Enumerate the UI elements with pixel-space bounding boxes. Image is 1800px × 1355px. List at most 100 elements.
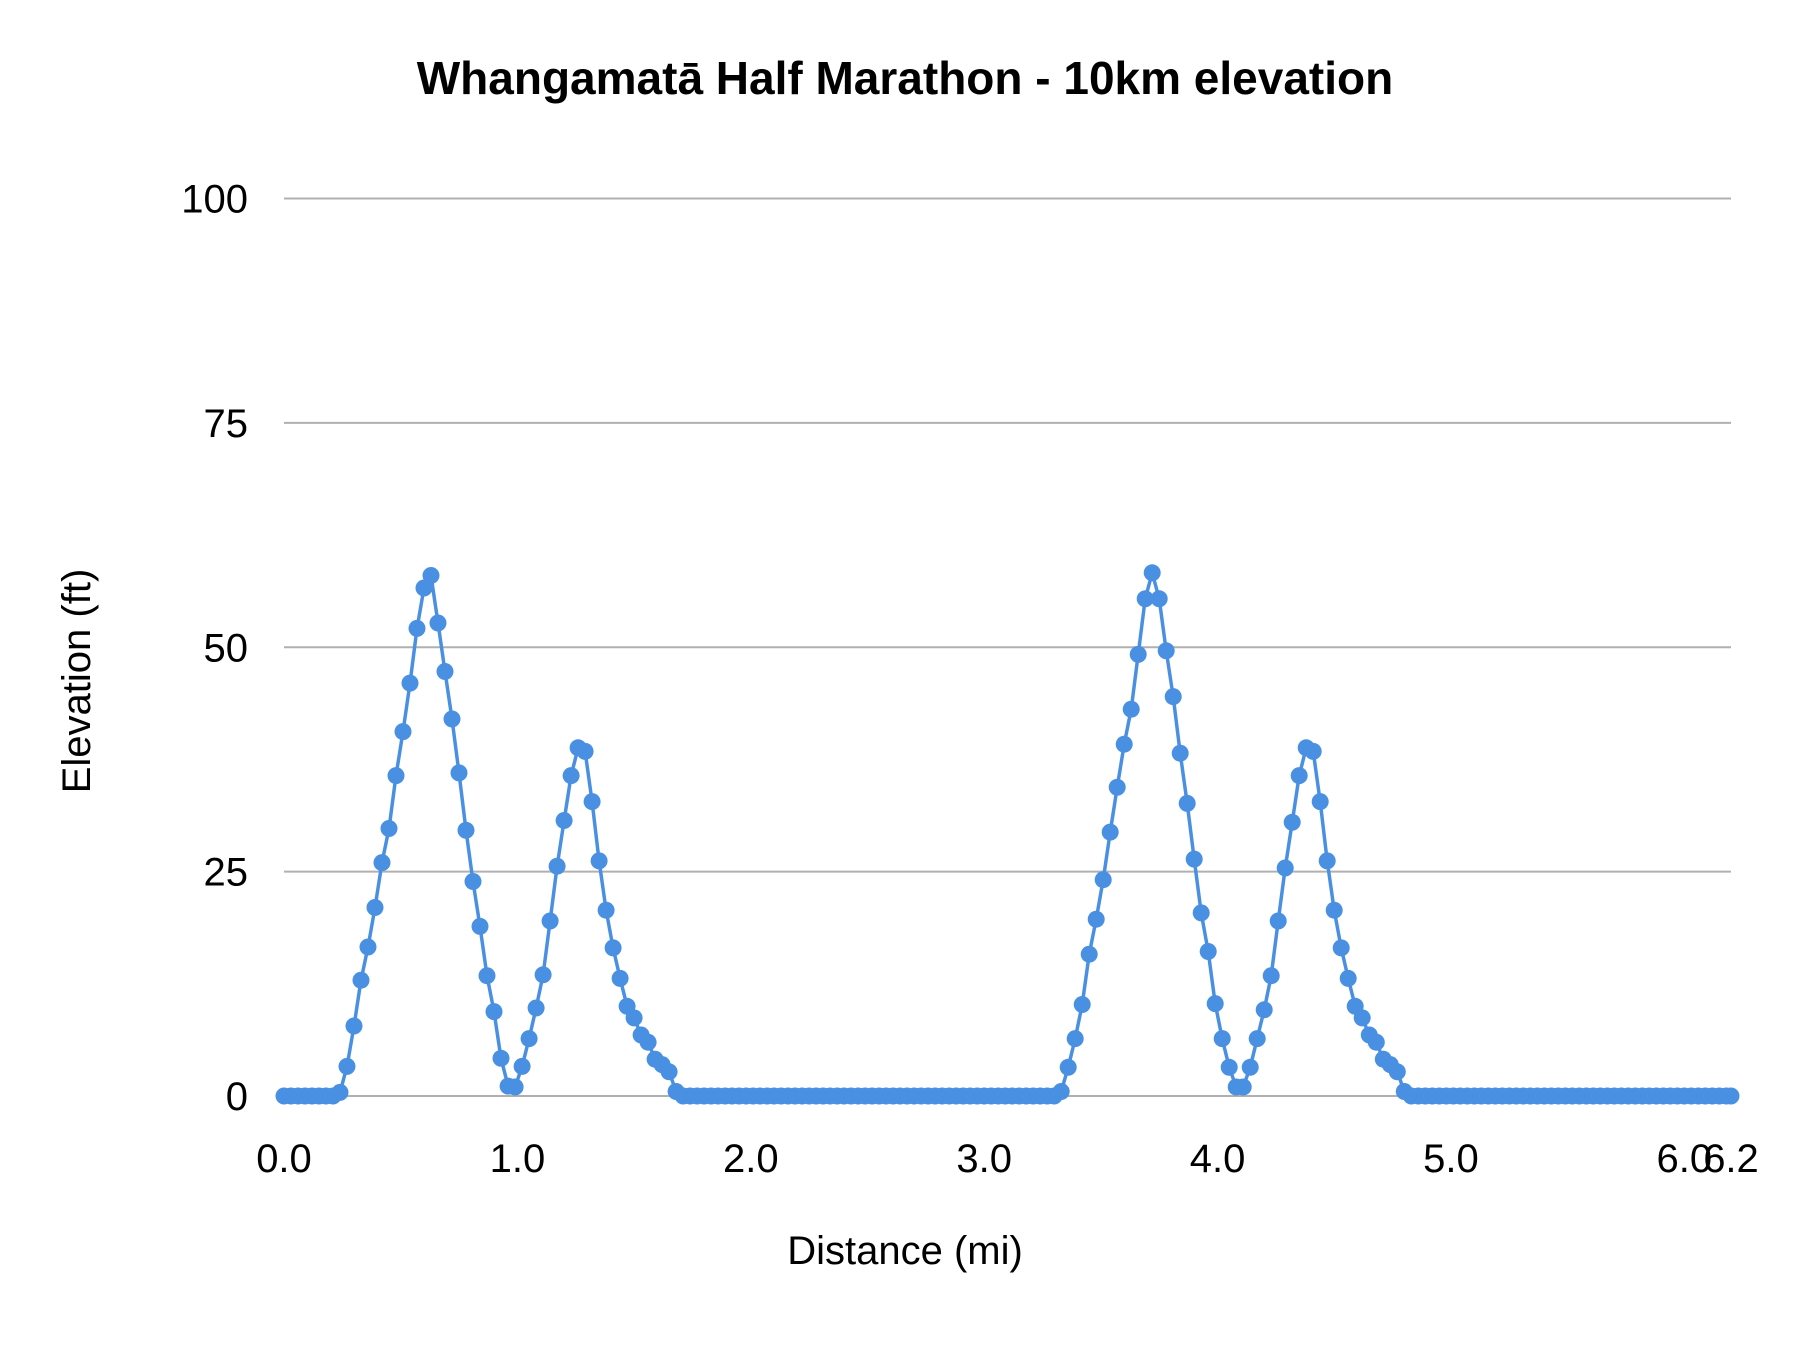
series-line — [284, 571, 1731, 1098]
data-point — [1283, 813, 1301, 831]
data-point — [1171, 744, 1189, 762]
data-point — [366, 899, 384, 916]
data-point — [1108, 778, 1126, 796]
data-point — [1241, 1058, 1259, 1076]
data-point — [1087, 910, 1105, 928]
data-point — [1094, 871, 1112, 889]
data-point — [443, 710, 461, 728]
data-point — [1339, 969, 1357, 987]
data-point — [352, 971, 370, 989]
data-point — [1080, 945, 1098, 963]
data-point — [1129, 645, 1147, 663]
data-point — [625, 1009, 643, 1027]
data-point — [1353, 1009, 1371, 1027]
data-point — [1290, 767, 1308, 785]
data-point — [1199, 943, 1217, 960]
data-point — [576, 742, 594, 760]
data-point — [1136, 590, 1154, 608]
data-point — [408, 619, 426, 637]
y-tick-label: 0 — [226, 1075, 248, 1119]
data-point — [1073, 996, 1091, 1013]
x-tick-label: 6.0 — [1657, 1137, 1713, 1181]
chart-title: Whangamatā Half Marathon - 10km elevatio… — [417, 52, 1393, 104]
data-point — [450, 764, 468, 782]
x-tick-label: 2.0 — [723, 1137, 779, 1181]
data-point — [1185, 850, 1203, 868]
x-tick-label: 0.0 — [256, 1137, 312, 1181]
data-point — [380, 820, 398, 837]
data-point — [1164, 688, 1182, 706]
data-point — [1722, 1087, 1740, 1105]
y-axis-title: Elevation (ft) — [55, 569, 99, 794]
data-point — [555, 812, 573, 829]
data-point — [1101, 823, 1119, 841]
x-axis-title: Distance (mi) — [787, 1229, 1023, 1273]
data-point — [1262, 967, 1280, 985]
gridlines — [284, 197, 1731, 1097]
data-point — [660, 1063, 678, 1081]
data-point — [1304, 742, 1322, 760]
data-point — [1122, 700, 1140, 718]
x-tick-label: 6.2 — [1703, 1137, 1759, 1181]
data-point — [541, 912, 559, 930]
data-point — [429, 614, 447, 632]
data-point — [373, 854, 391, 872]
data-point — [436, 663, 454, 680]
data-point — [1157, 642, 1175, 660]
data-point — [471, 917, 489, 935]
data-point — [1269, 912, 1287, 930]
data-point — [1052, 1083, 1070, 1100]
data-point — [513, 1057, 531, 1075]
data-point — [345, 1017, 363, 1035]
data-point — [534, 966, 552, 984]
data-point — [464, 873, 482, 890]
y-tick-labels: 0 25 50 75 100 — [181, 178, 248, 1120]
data-point — [1311, 793, 1329, 811]
data-point — [485, 1003, 503, 1021]
data-point — [548, 857, 566, 875]
data-point — [1192, 904, 1210, 922]
data-point — [597, 901, 615, 919]
data-point — [1332, 939, 1350, 957]
data-point — [1276, 859, 1294, 877]
y-tick-label: 100 — [181, 178, 248, 222]
data-point — [520, 1030, 538, 1048]
series-markers — [275, 564, 1740, 1105]
data-point — [1059, 1058, 1077, 1076]
data-point — [1367, 1033, 1385, 1051]
data-point — [639, 1033, 657, 1051]
y-tick-label: 25 — [204, 851, 249, 895]
data-point — [1234, 1078, 1252, 1096]
data-point — [1318, 852, 1336, 870]
data-point — [1248, 1030, 1266, 1048]
data-point — [1066, 1030, 1084, 1048]
x-tick-label: 3.0 — [956, 1137, 1012, 1181]
x-tick-labels: 0.0 1.0 2.0 3.0 4.0 5.0 6.06.2 — [256, 1137, 1759, 1181]
data-point — [492, 1049, 510, 1067]
data-point — [1255, 1001, 1273, 1019]
data-point — [1150, 590, 1168, 608]
y-tick-label: 50 — [204, 626, 249, 670]
x-tick-label: 1.0 — [490, 1137, 546, 1181]
data-point — [1213, 1030, 1231, 1048]
x-tick-label: 5.0 — [1423, 1137, 1479, 1181]
data-point — [387, 767, 405, 785]
data-point — [359, 938, 377, 956]
x-tick-label: 4.0 — [1190, 1137, 1246, 1181]
data-point — [1220, 1058, 1238, 1076]
data-point — [1388, 1063, 1406, 1081]
data-point — [527, 999, 545, 1017]
data-point — [401, 674, 419, 692]
data-point — [604, 939, 622, 957]
y-tick-label: 75 — [204, 402, 249, 446]
data-point — [457, 821, 475, 839]
data-point — [415, 579, 433, 597]
data-point — [506, 1078, 524, 1096]
data-point — [590, 852, 608, 870]
data-point — [562, 767, 580, 785]
data-point — [338, 1057, 356, 1075]
data-point — [1178, 794, 1196, 812]
data-point — [1325, 901, 1343, 919]
data-point — [1115, 735, 1133, 753]
